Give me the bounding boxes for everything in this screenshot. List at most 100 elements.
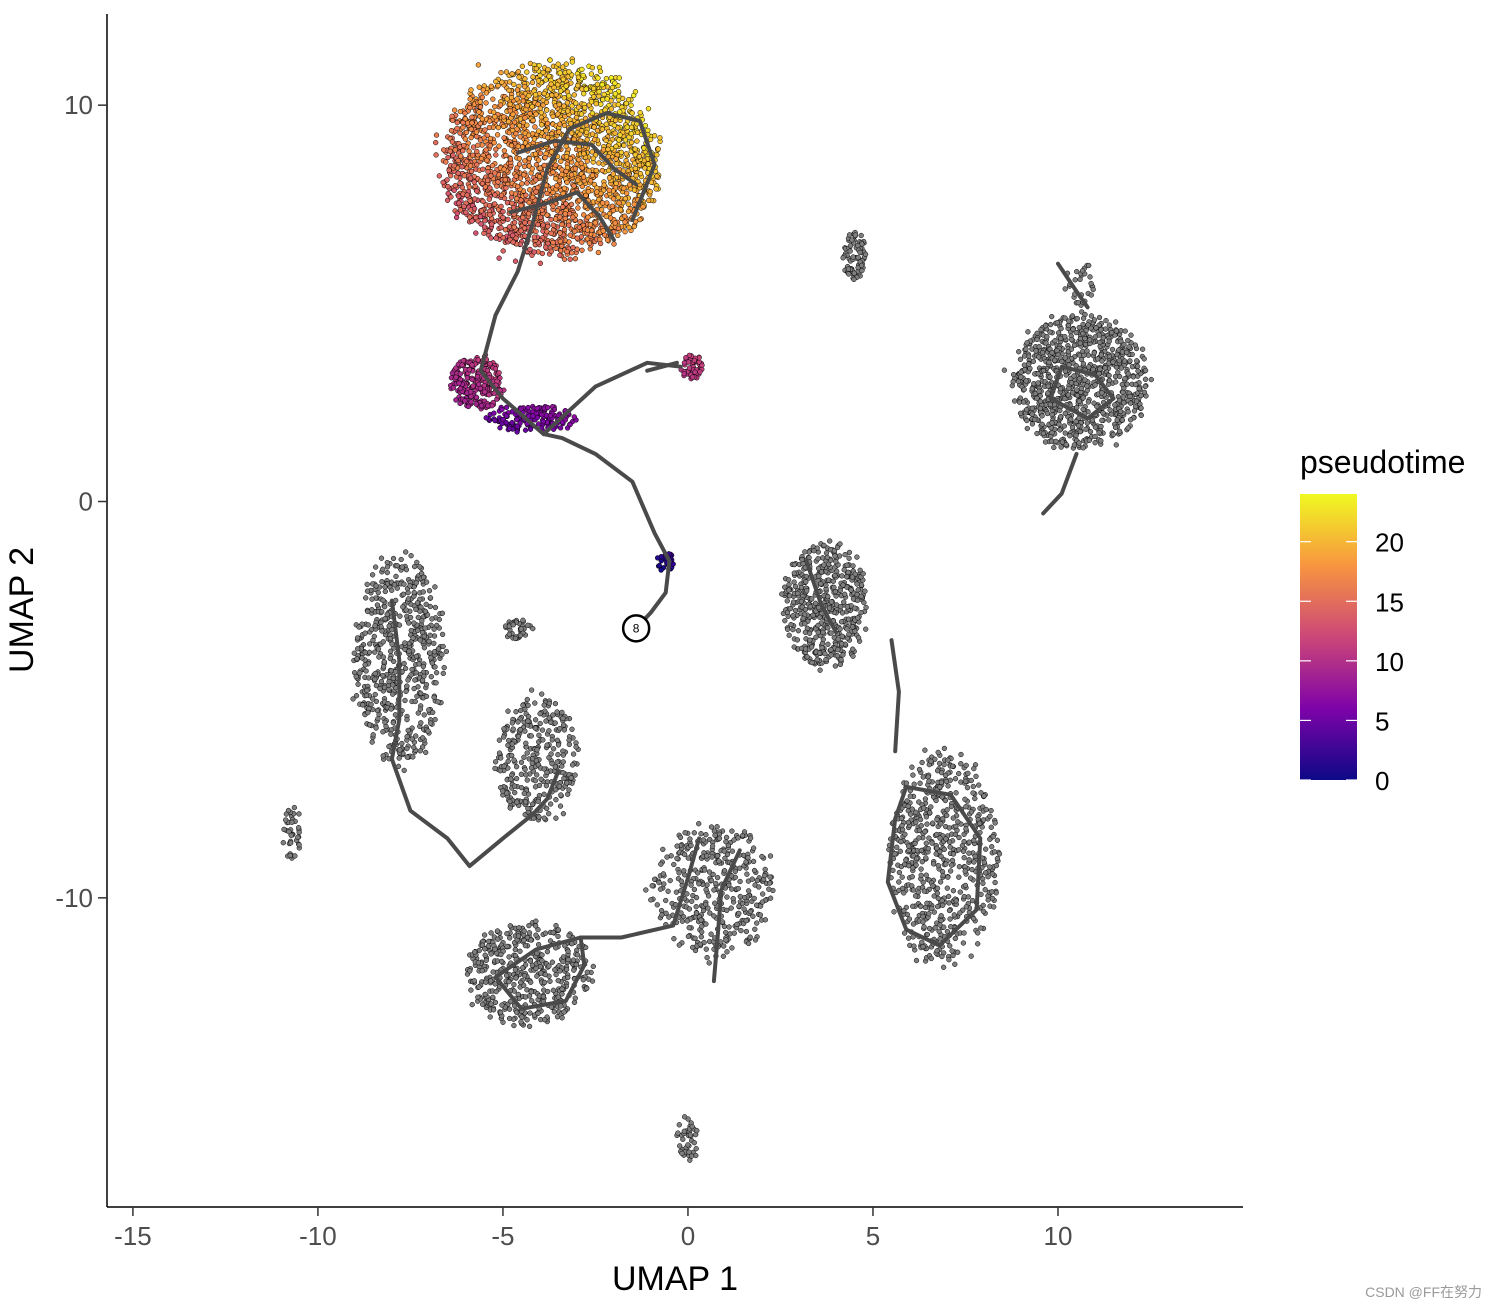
cell-point xyxy=(1125,409,1131,415)
cell-point xyxy=(474,162,480,168)
cell-point xyxy=(1071,373,1077,379)
cell-point xyxy=(375,715,381,722)
cell-point xyxy=(847,248,853,254)
cell-point xyxy=(421,633,427,639)
cell-point xyxy=(463,158,470,165)
cell-point xyxy=(563,83,569,89)
cell-point xyxy=(459,362,465,368)
cell-point xyxy=(828,647,834,653)
cell-point xyxy=(441,664,447,671)
cell-point xyxy=(384,564,391,570)
cell-point xyxy=(862,251,869,257)
cell-point xyxy=(839,573,845,579)
cell-point xyxy=(439,651,445,658)
cell-point xyxy=(531,234,538,240)
cell-point xyxy=(423,681,430,688)
cell-point xyxy=(834,653,841,659)
cell-point xyxy=(854,581,860,587)
cell-point xyxy=(423,749,429,756)
cell-point xyxy=(486,196,492,202)
cell-point xyxy=(515,143,521,150)
cell-point xyxy=(1122,328,1128,334)
cell-point xyxy=(595,75,601,81)
cell-point xyxy=(517,134,523,140)
cell-point xyxy=(1071,342,1078,348)
cell-point xyxy=(405,677,411,683)
cell-point xyxy=(1082,335,1088,342)
cell-point xyxy=(514,429,520,435)
cell-point xyxy=(817,667,823,673)
cell-point xyxy=(575,177,581,183)
cell-point xyxy=(800,615,806,622)
cell-point xyxy=(1106,372,1112,379)
cell-point xyxy=(1040,368,1047,374)
cell-point xyxy=(382,616,388,622)
cell-point xyxy=(472,196,478,202)
cell-point xyxy=(495,82,501,89)
cell-point xyxy=(563,154,570,160)
cell-point xyxy=(384,569,390,576)
cell-point xyxy=(613,180,619,187)
cell-point xyxy=(794,637,801,643)
cell-point xyxy=(570,751,577,757)
cell-point xyxy=(474,133,480,140)
cell-point xyxy=(857,249,863,256)
cell-point xyxy=(1049,420,1055,426)
cell-point xyxy=(1107,407,1113,413)
cell-point xyxy=(468,168,475,174)
cell-point xyxy=(613,143,619,150)
cell-point xyxy=(542,154,548,161)
cell-point xyxy=(573,100,579,106)
cell-point xyxy=(532,700,538,706)
cell-point xyxy=(1119,381,1125,388)
cell-point xyxy=(570,244,576,251)
cell-point xyxy=(431,626,437,632)
cell-point xyxy=(654,152,660,158)
cell-point xyxy=(786,593,793,599)
cell-point xyxy=(540,222,546,228)
cell-point xyxy=(379,579,385,585)
cell-point xyxy=(498,203,504,210)
cell-point xyxy=(603,75,610,82)
cell-point xyxy=(557,238,564,245)
cell-point xyxy=(540,737,546,743)
cell-point xyxy=(567,421,573,428)
cell-point xyxy=(1042,439,1049,445)
cell-point xyxy=(492,759,499,765)
cell-point xyxy=(1099,390,1105,396)
cell-point xyxy=(417,748,423,754)
cell-point xyxy=(802,549,808,555)
cell-point xyxy=(1078,385,1085,392)
cell-point xyxy=(532,92,539,98)
cell-point xyxy=(524,122,530,128)
cell-point xyxy=(1098,352,1104,358)
cell-point xyxy=(1116,397,1123,404)
cell-point xyxy=(1043,340,1049,346)
cell-point xyxy=(578,160,584,166)
cell-point xyxy=(577,131,583,137)
cell-point xyxy=(804,654,810,660)
cell-point xyxy=(1126,344,1132,350)
cluster-9 xyxy=(492,687,581,823)
cell-point xyxy=(404,716,410,723)
cell-point xyxy=(401,767,407,774)
cell-point xyxy=(600,96,606,103)
cell-point xyxy=(1106,377,1113,384)
cell-point xyxy=(589,172,596,178)
cell-point xyxy=(362,649,368,656)
cell-point xyxy=(1051,444,1057,451)
cell-point xyxy=(497,425,503,431)
cell-point xyxy=(636,153,643,160)
cell-point xyxy=(508,190,515,196)
cell-point xyxy=(541,791,547,797)
cell-point xyxy=(813,634,819,640)
cell-point xyxy=(473,214,479,221)
cell-point xyxy=(821,562,827,568)
cell-point xyxy=(791,579,797,585)
cell-point xyxy=(528,687,535,693)
cell-point xyxy=(1038,326,1044,333)
cell-point xyxy=(548,248,554,254)
cell-point xyxy=(550,113,556,120)
cell-point xyxy=(1116,358,1122,364)
cell-point xyxy=(851,276,857,283)
